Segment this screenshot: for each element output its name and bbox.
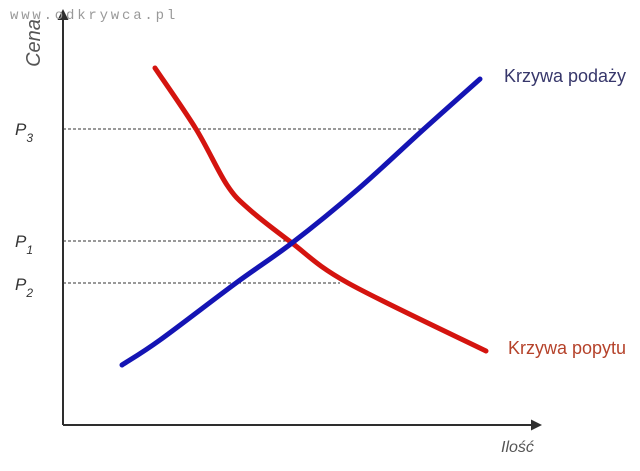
svg-text:P1: P1 <box>15 232 33 257</box>
svg-text:Cena: Cena <box>23 19 45 67</box>
svg-text:P2: P2 <box>15 275 33 300</box>
svg-text:Krzywa popytu: Krzywa popytu <box>508 338 626 358</box>
svg-text:P3: P3 <box>15 120 33 145</box>
svg-text:Krzywa podaży: Krzywa podaży <box>504 66 626 86</box>
svg-text:www.odkrywca.pl: www.odkrywca.pl <box>10 8 178 24</box>
svg-text:Ilość: Ilość <box>501 439 534 456</box>
